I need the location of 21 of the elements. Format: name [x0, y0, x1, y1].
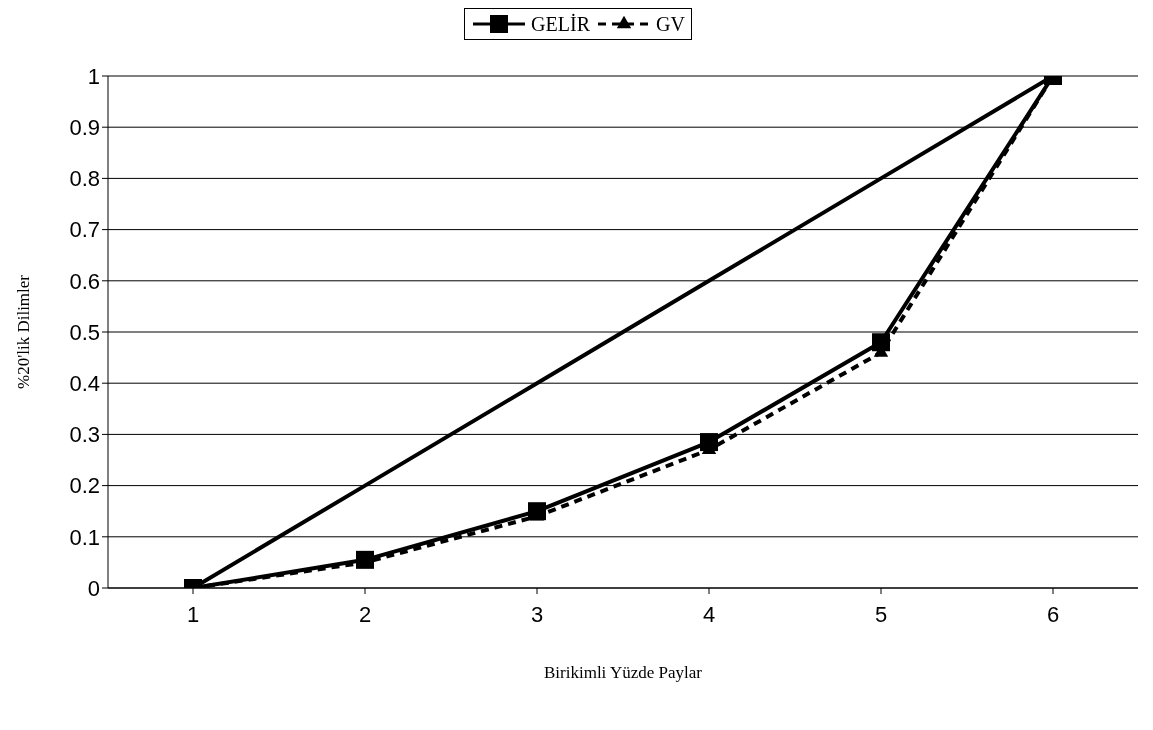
x-tick-label: 5	[874, 601, 888, 627]
x-tick-label: 2	[358, 601, 372, 627]
x-tick-label: 1	[186, 601, 200, 627]
y-tick-label: 0.7	[69, 217, 100, 243]
y-tick-label: 0.9	[69, 115, 100, 141]
legend-label: GELİR	[531, 12, 590, 36]
y-tick-label: 0.5	[69, 319, 100, 345]
y-tick-label: 0.1	[69, 524, 100, 550]
y-tick-label: 1	[87, 63, 100, 89]
x-tick-label: 4	[702, 601, 716, 627]
y-tick-label: 0.3	[69, 422, 100, 448]
y-tick-label: 0.4	[69, 371, 100, 397]
x-axis-title: Birikimli Yüzde Paylar	[543, 663, 703, 682]
x-tick-label: 3	[530, 601, 544, 627]
y-tick-label: 0.6	[69, 268, 100, 294]
y-tick-label: 0	[87, 575, 100, 601]
x-tick-label: 6	[1046, 601, 1060, 627]
y-tick-label: 0.8	[69, 166, 100, 192]
y-axis-title: %20'lik Dilimler	[14, 274, 34, 390]
legend-label: GV	[656, 12, 685, 36]
y-tick-label: 0.2	[69, 473, 100, 499]
